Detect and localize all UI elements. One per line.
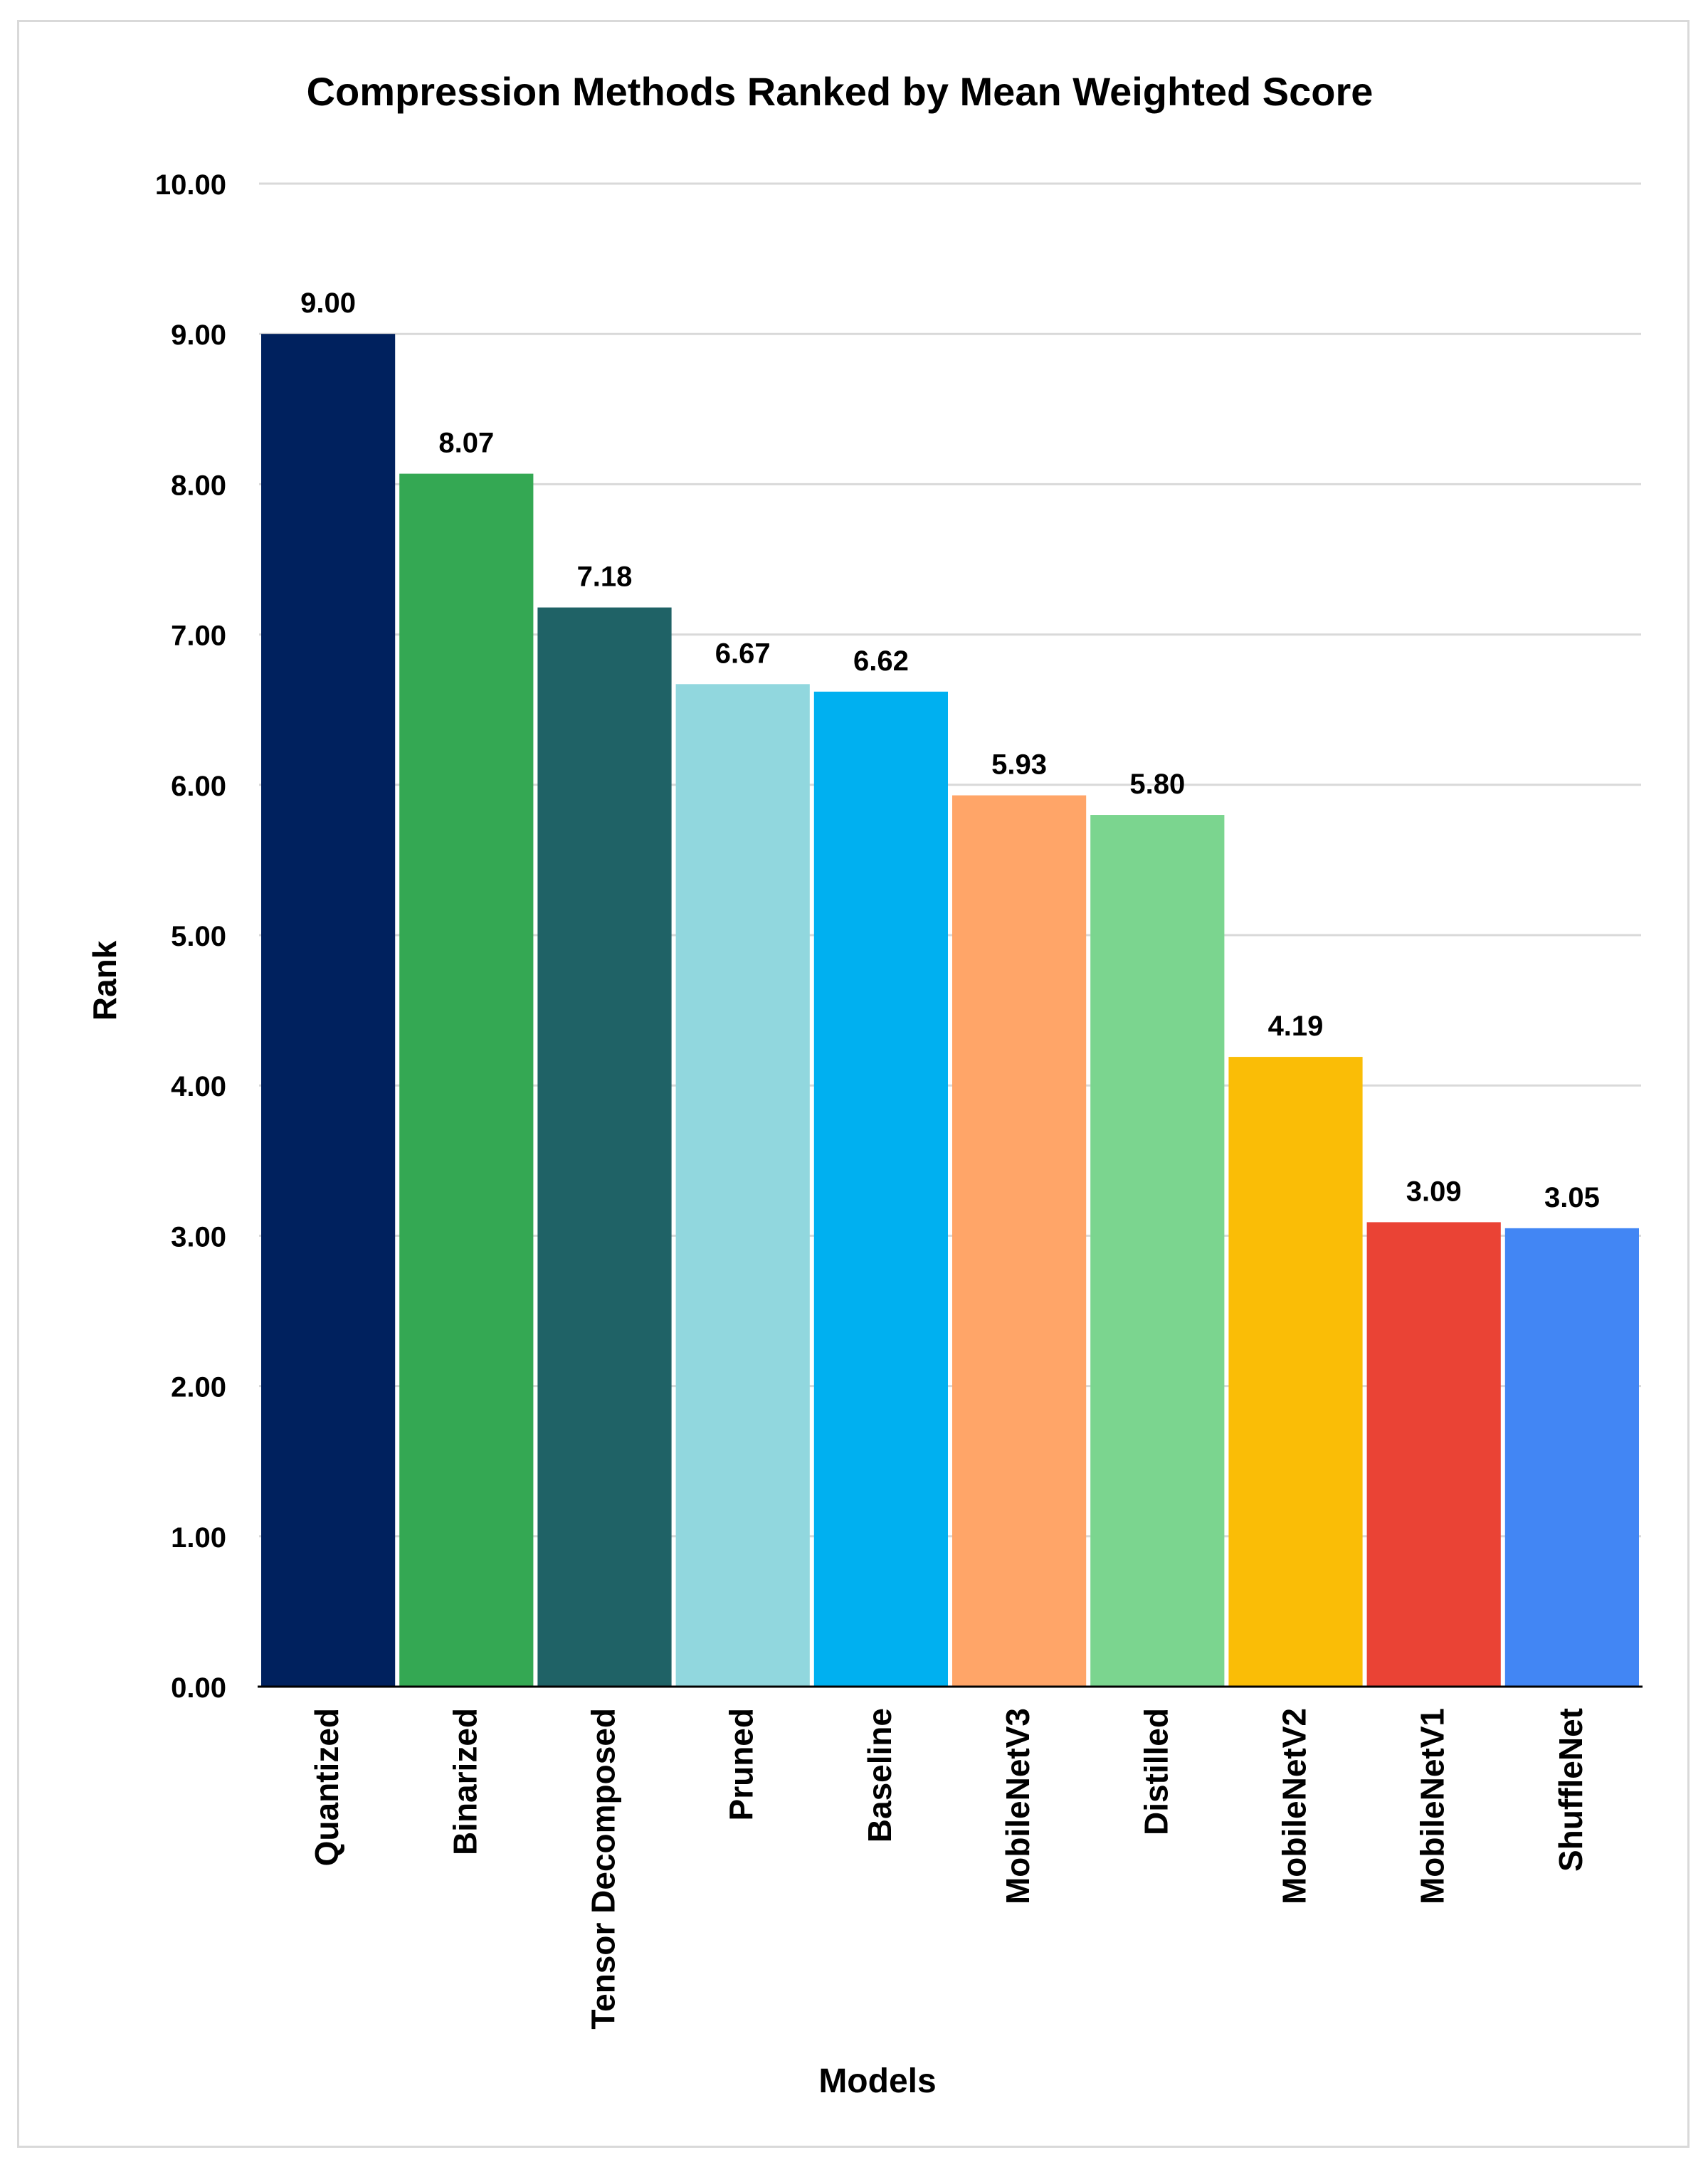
bar-shufflenet	[1504, 1228, 1639, 1687]
bar-mobilenetv1	[1366, 1222, 1501, 1687]
x-axis-ticks: Quantized Binarized Tensor Decomposed Prune…	[308, 1708, 1589, 2030]
data-label-distilled: 5.80	[1129, 769, 1185, 800]
y-tick-label: 6.00	[171, 771, 226, 802]
y-tick-label: 10.00	[155, 169, 226, 201]
bars	[261, 334, 1639, 1687]
y-tick-label: 3.00	[171, 1221, 226, 1253]
x-tick-label-distilled: Distilled	[1137, 1708, 1174, 1835]
data-labels: 9.00 8.07 7.18 6.67 6.62 5.93 5.80 4.19 3.09 3.05	[300, 288, 1600, 1213]
bar-mobilenetv2	[1228, 1057, 1363, 1687]
y-tick-label: 0.00	[171, 1672, 226, 1704]
x-axis-label: Models	[818, 2062, 936, 2100]
data-label-binarized: 8.07	[438, 428, 494, 459]
data-label-pruned: 6.67	[715, 638, 771, 669]
y-axis-ticks: 0.00 1.00 2.00 3.00 4.00 5.00 6.00 7.00 8.00 9.00…	[155, 169, 226, 1704]
data-label-mobilenetv3: 5.93	[991, 749, 1047, 781]
x-tick-label-binarized: Binarized	[446, 1708, 483, 1855]
x-tick-label-quantized: Quantized	[308, 1708, 345, 1866]
x-tick-label-mobilenetv1: MobileNetV1	[1414, 1708, 1451, 1904]
bar-quantized	[261, 334, 396, 1687]
bar-baseline	[813, 691, 948, 1687]
y-tick-label: 4.00	[171, 1071, 226, 1102]
x-tick-label-mobilenetv2: MobileNetV2	[1276, 1708, 1313, 1904]
bar-mobilenetv3	[952, 795, 1087, 1687]
data-label-tensor-decomposed: 7.18	[577, 562, 633, 593]
bar-distilled	[1090, 815, 1225, 1687]
y-tick-label: 2.00	[171, 1372, 226, 1403]
data-label-quantized: 9.00	[300, 288, 356, 319]
data-label-mobilenetv1: 3.09	[1406, 1176, 1462, 1207]
bar-binarized	[399, 473, 534, 1687]
y-tick-label: 8.00	[171, 470, 226, 501]
y-tick-label: 7.00	[171, 621, 226, 652]
x-tick-label-baseline: Baseline	[861, 1708, 898, 1842]
y-tick-label: 1.00	[171, 1522, 226, 1554]
y-tick-label: 9.00	[171, 320, 226, 351]
x-tick-label-pruned: Pruned	[723, 1708, 760, 1820]
data-label-shufflenet: 3.05	[1544, 1182, 1600, 1213]
x-tick-label-tensor-decomposed: Tensor Decomposed	[585, 1708, 622, 2030]
y-axis-label: Rank	[86, 940, 123, 1021]
data-label-baseline: 6.62	[853, 645, 909, 677]
x-tick-label-mobilenetv3: MobileNetV3	[999, 1708, 1036, 1904]
bar-pruned	[675, 684, 810, 1687]
data-label-mobilenetv2: 4.19	[1268, 1011, 1324, 1042]
bar-tensor-decomposed	[537, 607, 672, 1687]
y-tick-label: 5.00	[171, 921, 226, 952]
chart-title: Compression Methods Ranked by Mean Weigh…	[307, 69, 1374, 114]
x-tick-label-shufflenet: ShuffleNet	[1552, 1708, 1589, 1872]
